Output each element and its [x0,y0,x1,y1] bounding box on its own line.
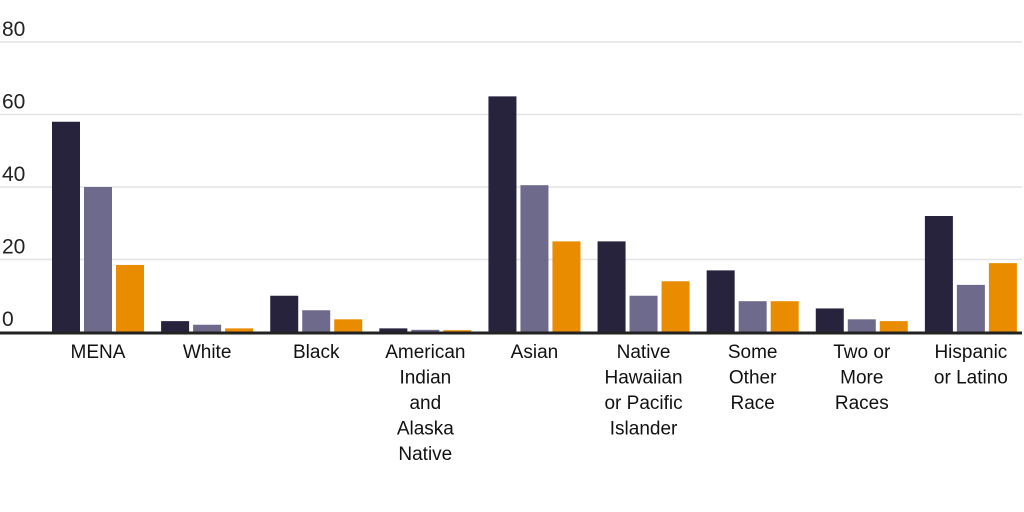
bar [161,321,190,332]
x-tick-label-line: White [183,342,232,363]
x-axis-labels: MENA White Black American Indian and Alaska Nat… [71,342,1008,465]
bar [661,281,690,332]
x-tick-label-line: Two or [833,342,891,363]
bar [738,301,767,332]
x-tick-label-line: More [840,368,883,389]
y-tick-label: 80 [2,18,25,41]
x-tick-label-line: Asian [511,342,559,363]
bar [815,308,844,332]
x-tick-label: MENA [71,342,126,363]
y-tick-label: 0 [2,308,14,331]
x-tick-label-line: Races [835,393,889,414]
x-tick-label-line: Hawaiian [604,368,682,389]
bar [193,324,222,332]
x-tick-label: Asian [511,342,559,363]
y-tick-label: 20 [2,236,25,259]
x-tick-label-line: Indian [399,368,451,389]
bar [334,319,363,332]
bar [597,241,626,332]
x-tick-label: Native Hawaiian or Pacific Islander [604,342,682,440]
bar [411,329,440,332]
bar [956,284,985,332]
bar [116,264,144,332]
bar [629,295,658,332]
x-tick-label-line: Hispanic [934,342,1007,363]
bar [302,310,331,332]
bars [52,96,1017,332]
x-tick-label-line: Alaska [397,419,454,440]
bar [225,328,254,332]
bar [52,121,80,332]
x-tick-label-line: Other [729,368,777,389]
x-tick-label-line: and [409,393,441,414]
x-tick-label: Hispanic or Latino [934,342,1008,389]
bar [379,328,408,332]
x-tick-label-line: MENA [71,342,126,363]
x-tick-label-line: Native [617,342,671,363]
x-tick-label: Black [293,342,340,363]
bar [270,295,299,332]
bar [847,319,876,332]
x-tick-label: Two or More Races [833,342,891,414]
bar [706,270,735,332]
x-tick-label: Some Other Race [728,342,778,414]
x-tick-label-line: or Pacific [604,393,682,414]
x-tick-label: American Indian and Alaska Native [385,342,465,465]
y-tick-label: 60 [2,91,25,114]
bar [924,216,953,332]
bar [84,187,112,332]
bar [443,330,472,332]
x-tick-label-line: American [385,342,465,363]
bar [488,96,517,332]
bar [879,321,908,332]
bar [552,241,581,332]
x-tick-label-line: Race [730,393,774,414]
x-tick-label: White [183,342,232,363]
bar [520,185,549,332]
bar [988,263,1017,332]
x-tick-label-line: Native [398,444,452,465]
x-tick-label-line: Black [293,342,340,363]
x-tick-label-line: Some [728,342,778,363]
y-axis-ticks: 0 20 40 60 80 [2,18,25,331]
x-tick-label-line: or Latino [934,368,1008,389]
y-tick-label: 40 [2,163,25,186]
bar [770,301,799,332]
x-tick-label-line: Islander [610,419,678,440]
